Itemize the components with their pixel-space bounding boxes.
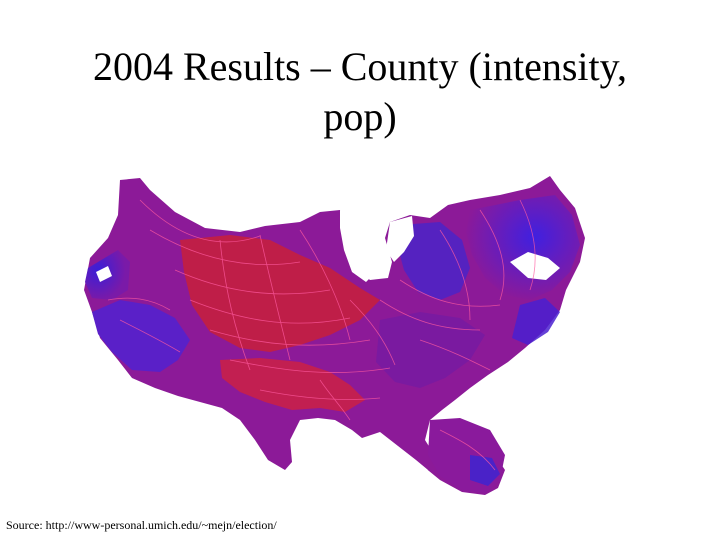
title-line-1: 2004 Results – County (intensity, <box>92 44 628 89</box>
source-citation: Source: http://www-personal.umich.edu/~m… <box>6 518 277 532</box>
title-line-2: pop) <box>323 94 397 139</box>
midwest-blue-region <box>398 222 470 300</box>
florida-region <box>428 418 505 493</box>
east-coast-blue-region <box>512 298 560 345</box>
california-region <box>92 300 190 372</box>
county-boundary-lines <box>107 199 536 471</box>
florida-blue-area <box>470 455 500 486</box>
northwest-gap-cutout <box>96 266 112 282</box>
southeast-region <box>376 312 485 388</box>
slide-title: 2004 Results – County (intensity, pop) <box>0 42 720 142</box>
south-coast-gap <box>362 432 428 470</box>
southern-red-band <box>220 358 365 412</box>
great-lake-cutout-2 <box>386 216 414 262</box>
great-lake-cutout-1 <box>340 210 372 282</box>
